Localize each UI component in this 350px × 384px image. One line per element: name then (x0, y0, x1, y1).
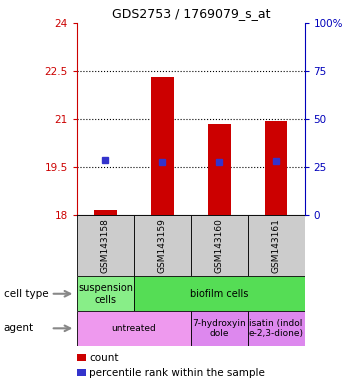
Bar (77, 215, 134, 276)
Title: GDS2753 / 1769079_s_at: GDS2753 / 1769079_s_at (112, 7, 270, 20)
Bar (134, 215, 191, 276)
Text: GSM143159: GSM143159 (158, 218, 167, 273)
Bar (134, 276, 304, 311)
Bar (191, 311, 248, 346)
Bar (77, 311, 191, 346)
Text: agent: agent (4, 323, 34, 333)
Text: GSM143160: GSM143160 (215, 218, 224, 273)
Bar (248, 215, 304, 276)
Text: untreated: untreated (112, 324, 156, 333)
Text: isatin (indol
e-2,3-dione): isatin (indol e-2,3-dione) (248, 319, 303, 338)
Bar (77, 276, 134, 311)
Bar (265, 121, 287, 215)
Text: percentile rank within the sample: percentile rank within the sample (89, 368, 265, 378)
Text: suspension
cells: suspension cells (78, 283, 133, 305)
Bar (248, 311, 304, 346)
Text: biofilm cells: biofilm cells (190, 289, 248, 299)
Text: GSM143161: GSM143161 (272, 218, 281, 273)
Bar (208, 124, 231, 215)
Text: cell type: cell type (4, 289, 48, 299)
Text: GSM143158: GSM143158 (101, 218, 110, 273)
Bar (191, 215, 248, 276)
Text: count: count (89, 353, 119, 363)
Bar (151, 78, 174, 215)
Text: 7-hydroxyin
dole: 7-hydroxyin dole (192, 319, 246, 338)
Bar (94, 210, 117, 215)
